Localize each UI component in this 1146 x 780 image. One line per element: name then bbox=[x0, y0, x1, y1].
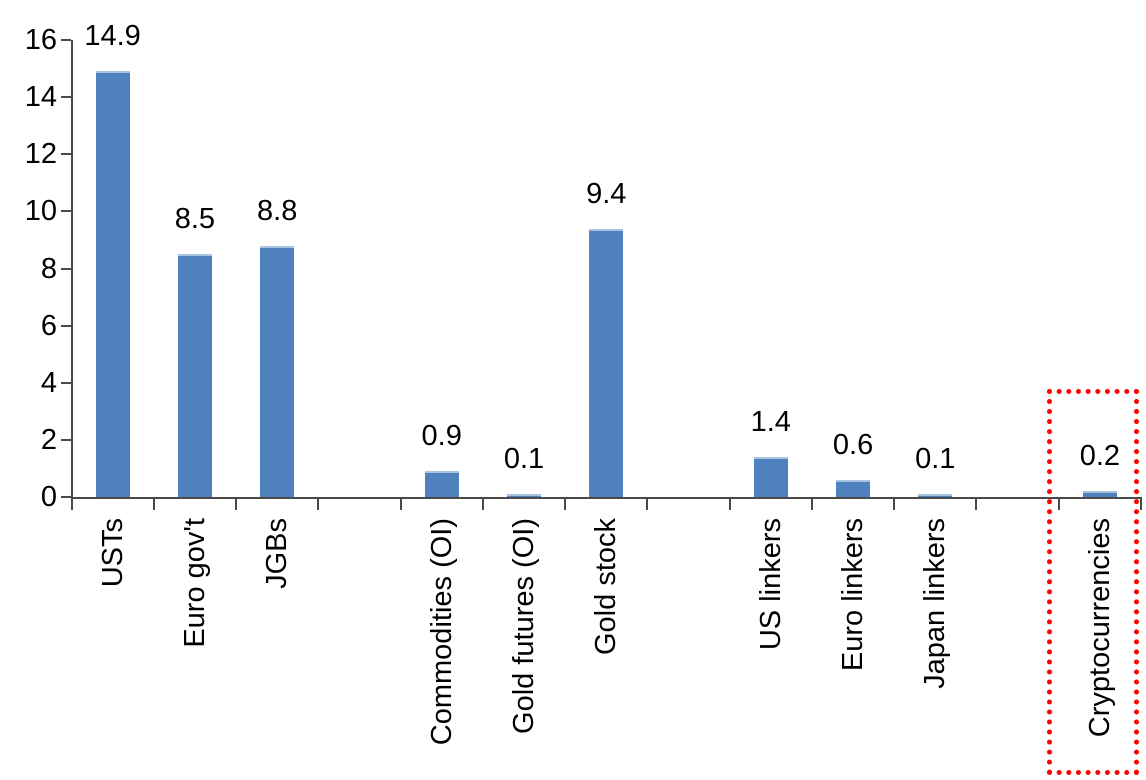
x-axis-tick bbox=[810, 497, 813, 510]
y-axis-tick bbox=[60, 324, 71, 327]
bar-value-label: 8.5 bbox=[174, 203, 216, 235]
x-axis-tick bbox=[728, 497, 731, 510]
bar bbox=[836, 480, 871, 497]
bar bbox=[918, 494, 953, 497]
x-axis-tick bbox=[564, 497, 567, 510]
bar bbox=[95, 71, 130, 497]
x-axis-line bbox=[70, 497, 1142, 499]
bar-value-label: 0.1 bbox=[503, 443, 545, 475]
bar-value-label: 1.4 bbox=[750, 406, 791, 438]
bar-value-label: 8.8 bbox=[257, 195, 298, 227]
bar-value-label: 9.4 bbox=[586, 178, 627, 210]
y-axis-tick bbox=[60, 39, 71, 41]
x-axis-tick bbox=[481, 497, 484, 510]
y-axis-label: 10 bbox=[24, 195, 57, 228]
x-axis-tick bbox=[152, 497, 155, 510]
y-axis-label: 0 bbox=[40, 481, 57, 513]
bar-value-label: 0.2 bbox=[1079, 440, 1121, 472]
bar bbox=[507, 494, 541, 497]
x-axis-category-label: Gold stock bbox=[590, 518, 623, 655]
y-axis-line bbox=[70, 40, 73, 499]
y-axis-label: 4 bbox=[40, 366, 57, 399]
bar bbox=[589, 229, 624, 497]
y-axis-label: 8 bbox=[40, 252, 57, 285]
x-axis-tick bbox=[235, 497, 238, 510]
highlight-box bbox=[1046, 389, 1139, 775]
bar-value-label: 14.9 bbox=[84, 20, 141, 52]
y-axis-label: 2 bbox=[40, 423, 57, 456]
x-axis-tick bbox=[317, 497, 320, 510]
x-axis-tick bbox=[893, 497, 896, 510]
bar-value-label: 0.1 bbox=[915, 443, 956, 475]
x-axis-category-label: Commodities (OI) bbox=[425, 518, 458, 746]
x-axis-category-label: Euro linkers bbox=[837, 518, 870, 672]
x-axis-tick bbox=[1140, 497, 1142, 510]
x-axis-category-label: Gold futures (OI) bbox=[508, 518, 540, 734]
bar bbox=[1082, 491, 1117, 497]
y-axis-label: 14 bbox=[24, 81, 57, 114]
y-axis-tick bbox=[60, 438, 71, 441]
bar-value-label: 0.6 bbox=[832, 429, 874, 461]
x-axis-category-label: Euro gov't bbox=[178, 518, 211, 648]
x-axis-tick bbox=[975, 497, 978, 510]
x-axis-tick bbox=[1057, 497, 1060, 510]
x-axis-tick bbox=[399, 497, 402, 510]
x-axis-category-label: US linkers bbox=[754, 518, 787, 651]
bar bbox=[753, 457, 788, 497]
y-axis-label: 6 bbox=[40, 309, 57, 342]
bar bbox=[260, 246, 295, 497]
x-axis-tick bbox=[646, 497, 649, 510]
bar bbox=[177, 254, 212, 497]
bar-value-label: 0.9 bbox=[421, 420, 462, 452]
x-axis-category-label: JGBs bbox=[261, 518, 294, 589]
x-axis-tick bbox=[70, 497, 73, 510]
y-axis-label: 12 bbox=[24, 138, 57, 171]
x-axis-category-label: USTs bbox=[96, 518, 129, 588]
y-axis-label: 16 bbox=[24, 24, 57, 56]
bar bbox=[424, 471, 459, 497]
y-axis-tick bbox=[60, 381, 71, 384]
y-axis-tick bbox=[60, 153, 71, 156]
y-axis-tick bbox=[60, 496, 71, 498]
y-axis-tick bbox=[60, 267, 71, 270]
y-axis-tick bbox=[60, 210, 71, 213]
x-axis-category-label: Japan linkers bbox=[919, 518, 952, 689]
y-axis-tick bbox=[60, 96, 71, 99]
